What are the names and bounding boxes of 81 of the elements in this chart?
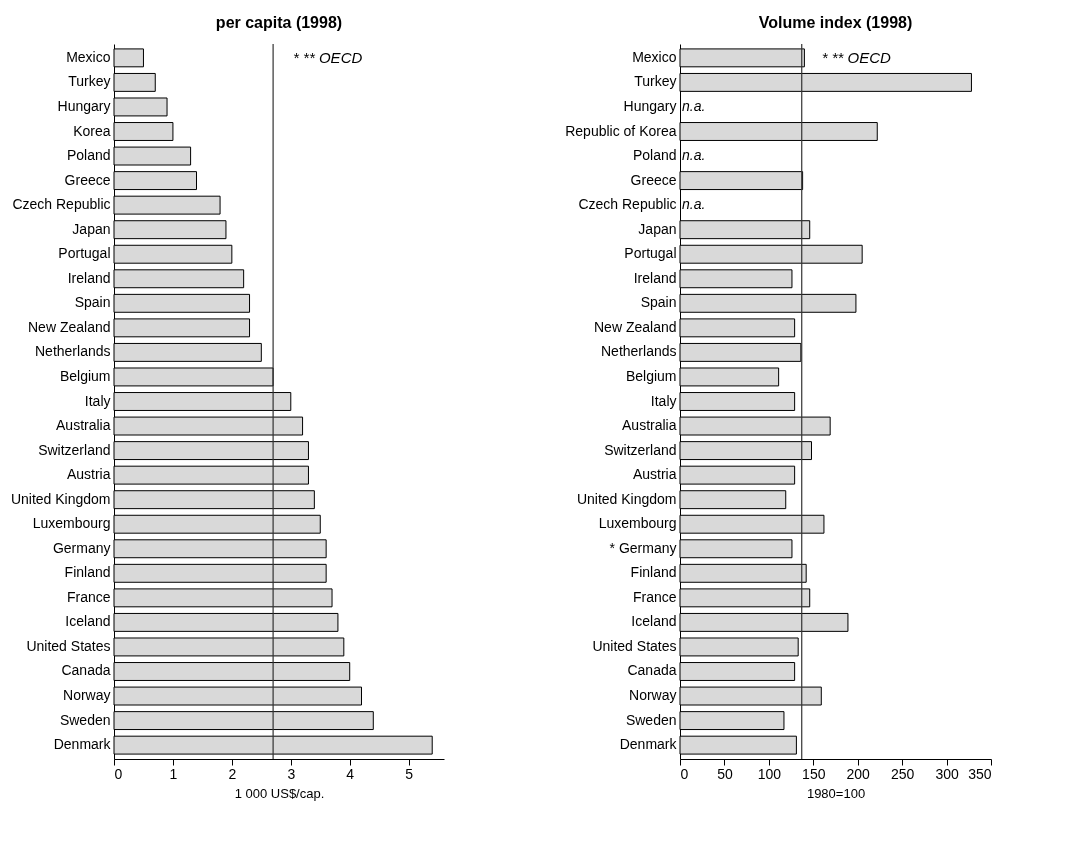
y-tick-label: Iceland: [65, 613, 111, 630]
y-tick-label: Czech Republic: [12, 196, 111, 213]
y-tick-label: Spain: [640, 294, 677, 311]
x-tick-label: 100: [757, 765, 782, 782]
y-tick-label: Canada: [61, 662, 111, 679]
x-tick-label: 5: [405, 765, 414, 782]
x-tick-label: 3: [287, 765, 296, 782]
text: n.a.: [682, 147, 706, 164]
x-tick-label: 2: [228, 765, 237, 782]
y-tick-label: Netherlands: [35, 343, 111, 360]
y-tick-label: Canada: [627, 662, 677, 679]
y-tick-label: Portugal: [624, 245, 677, 262]
y-tick-label: United States: [592, 637, 677, 654]
y-tick-label: Mexico: [632, 48, 677, 65]
y-tick-label: United Kingdom: [576, 490, 677, 507]
y-tick-label: Poland: [66, 147, 111, 164]
y-tick-label: Japan: [638, 220, 677, 237]
y-tick-label: Mexico: [66, 48, 111, 65]
y-tick-label: Turkey: [68, 73, 111, 90]
y-tick-label: Norway: [629, 687, 677, 704]
x-tick-label: 250: [890, 765, 915, 782]
x-tick-label: 200: [846, 765, 871, 782]
y-tick-label: Denmark: [53, 736, 112, 753]
y-tick-label: Italy: [650, 392, 677, 409]
x-tick-label: 150: [802, 765, 826, 782]
y-tick-label: Korea: [73, 122, 111, 139]
y-tick-label: Austria: [66, 466, 111, 483]
x-tick-label: 0: [680, 765, 689, 782]
y-tick-label: Greece: [64, 171, 111, 188]
y-tick-label: Poland: [632, 147, 677, 164]
x-tick-label: 50: [717, 765, 733, 782]
x-tick-label: 0: [114, 765, 123, 782]
x-axis-title: 1 000 US$/cap.: [234, 785, 325, 801]
y-tick-label: Czech Republic: [578, 196, 677, 213]
y-tick-label: Sweden: [59, 711, 111, 728]
x-tick-label: 350: [968, 765, 992, 782]
y-tick-label: Belgium: [59, 367, 111, 384]
y-tick-label: Germany: [52, 539, 111, 556]
chart-title: per capita (1998): [215, 14, 343, 32]
y-tick-label: France: [632, 588, 677, 605]
y-tick-label: Switzerland: [38, 441, 111, 458]
y-tick-label: Switzerland: [604, 441, 677, 458]
y-tick-label: Denmark: [619, 736, 678, 753]
text: n.a.: [682, 196, 706, 213]
y-tick-label: Luxembourg: [32, 515, 111, 532]
x-axis-title: 1980=100: [806, 785, 866, 801]
text: n.a.: [682, 97, 706, 114]
x-tick-label: 4: [346, 765, 355, 782]
y-tick-label: Republic of Korea: [565, 122, 677, 139]
y-tick-label: Belgium: [625, 367, 677, 384]
x-tick-label: 1: [169, 765, 178, 782]
y-tick-label: Australia: [622, 417, 677, 434]
x-tick-label: 300: [935, 765, 959, 782]
y-tick-label: Spain: [74, 294, 111, 311]
y-tick-label: New Zealand: [594, 318, 677, 335]
y-tick-label: Greece: [630, 171, 677, 188]
y-tick-label: Hungary: [57, 97, 111, 114]
chart-title: Volume index (1998): [758, 14, 913, 32]
y-tick-label: Turkey: [634, 73, 677, 90]
y-tick-label: New Zealand: [28, 318, 111, 335]
y-tick-label: * Germany: [609, 539, 677, 556]
y-tick-label: Iceland: [631, 613, 677, 630]
y-tick-label: Japan: [72, 220, 111, 237]
y-tick-label: Australia: [56, 417, 111, 434]
y-tick-label: United States: [26, 637, 111, 654]
y-tick-label: Netherlands: [601, 343, 677, 360]
y-tick-label: United Kingdom: [10, 490, 111, 507]
ref-line-label: * ** OECD: [293, 48, 363, 66]
y-tick-label: Austria: [632, 466, 677, 483]
y-tick-label: Sweden: [625, 711, 677, 728]
y-tick-label: Luxembourg: [598, 515, 677, 532]
y-tick-label: Norway: [63, 687, 111, 704]
y-tick-label: Finland: [630, 564, 677, 581]
y-tick-label: Ireland: [67, 269, 111, 286]
y-tick-label: Italy: [84, 392, 111, 409]
y-tick-label: Finland: [64, 564, 111, 581]
y-tick-label: Hungary: [623, 97, 677, 114]
y-tick-label: Portugal: [58, 245, 111, 262]
y-tick-label: Ireland: [633, 269, 677, 286]
ref-line-label: * ** OECD: [821, 48, 892, 66]
y-tick-label: France: [66, 588, 111, 605]
